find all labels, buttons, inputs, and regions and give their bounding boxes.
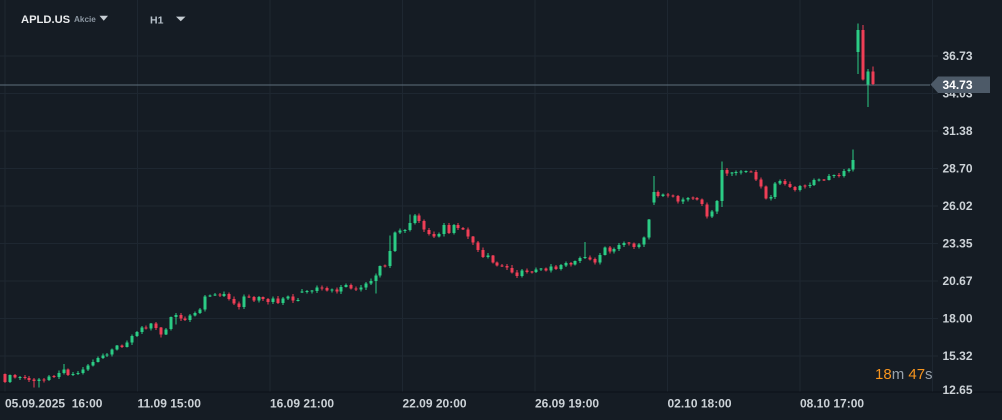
svg-text:APLD.US: APLD.US (21, 14, 71, 26)
svg-text:02.10 18:00: 02.10 18:00 (668, 397, 732, 411)
svg-text:28.70: 28.70 (943, 162, 973, 176)
svg-text:36.73: 36.73 (943, 49, 973, 63)
svg-text:34.73: 34.73 (943, 78, 973, 92)
svg-text:26.02: 26.02 (943, 199, 973, 213)
svg-text:23.35: 23.35 (943, 237, 973, 251)
svg-text:Akcie: Akcie (74, 15, 96, 24)
svg-text:22.09 20:00: 22.09 20:00 (403, 397, 467, 411)
svg-text:18.00: 18.00 (943, 312, 973, 326)
svg-text:16.09 21:00: 16.09 21:00 (270, 397, 334, 411)
svg-text:H1: H1 (150, 15, 164, 27)
svg-text:05.09.2025 16:00: 05.09.2025 16:00 (5, 397, 103, 411)
svg-text:20.67: 20.67 (943, 274, 973, 288)
svg-text:12.65: 12.65 (943, 383, 973, 397)
svg-text:26.09 19:00: 26.09 19:00 (535, 397, 599, 411)
svg-text:08.10 17:00: 08.10 17:00 (800, 397, 864, 411)
svg-text:31.38: 31.38 (943, 124, 973, 138)
svg-text:11.09 15:00: 11.09 15:00 (138, 397, 202, 411)
svg-text:18m 47s: 18m 47s (875, 366, 933, 383)
svg-text:15.32: 15.32 (943, 349, 973, 363)
